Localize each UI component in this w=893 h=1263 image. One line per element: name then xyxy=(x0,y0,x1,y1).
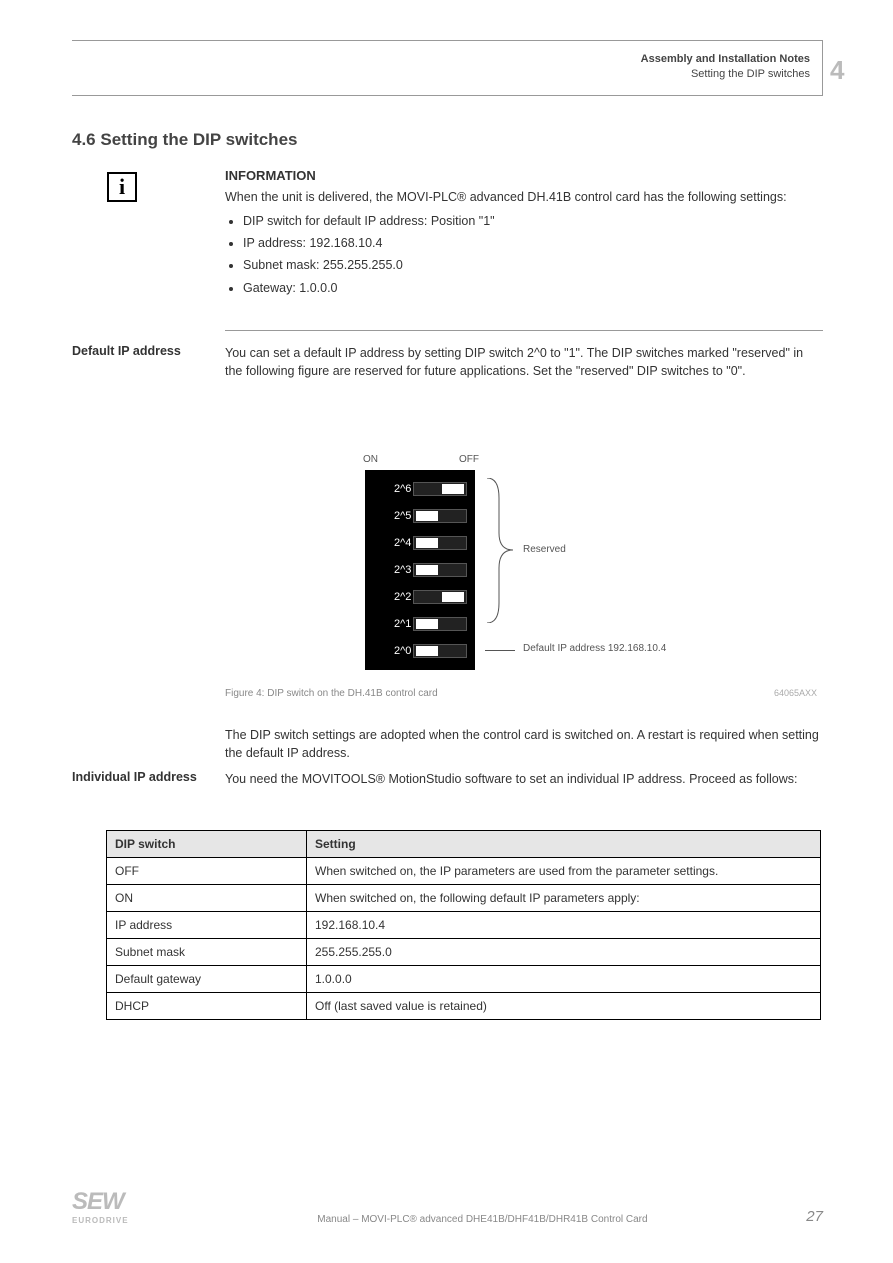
figure-number: 64065AXX xyxy=(774,688,817,698)
information-body: When the unit is delivered, the MOVI-PLC… xyxy=(225,188,821,301)
default-ip-note: The DIP switch settings are adopted when… xyxy=(225,726,821,762)
figure-caption: Figure 4: DIP switch on the DH.41B contr… xyxy=(225,688,438,699)
dip-row: 2^3 xyxy=(373,561,467,579)
table-header: Setting xyxy=(307,831,821,858)
dip-switch xyxy=(413,590,467,604)
dip-row: 2^5 xyxy=(373,507,467,525)
dip-table-container: DIP switch Setting OFFWhen switched on, … xyxy=(106,830,821,1020)
header-rule xyxy=(72,95,823,96)
dip-block: 2^6 2^5 2^4 2^3 2^2 2^1 2^0 xyxy=(365,470,475,670)
info-bullet: DIP switch for default IP address: Posit… xyxy=(243,212,821,230)
dip-row: 2^0 xyxy=(373,642,467,660)
header-line1: Assembly and Installation Notes xyxy=(480,52,810,67)
dip-table: DIP switch Setting OFFWhen switched on, … xyxy=(106,830,821,1020)
page-number: 27 xyxy=(806,1208,823,1225)
page-footer: SEW EURODRIVE Manual – MOVI-PLC® advance… xyxy=(72,1188,823,1225)
tick-line xyxy=(485,650,515,651)
dip-row: 2^6 xyxy=(373,480,467,498)
subsection-heading: 4.6 Setting the DIP switches xyxy=(72,130,297,150)
subsection-rule xyxy=(225,330,823,331)
individual-ip-para: You need the MOVITOOLS® MotionStudio sof… xyxy=(225,770,821,788)
info-icon: i xyxy=(107,172,137,202)
table-row: OFFWhen switched on, the IP parameters a… xyxy=(107,858,821,885)
footer-doc-title: Manual – MOVI-PLC® advanced DHE41B/DHF41… xyxy=(317,1214,647,1225)
dip-row: 2^1 xyxy=(373,615,467,633)
section-number: 4 xyxy=(830,55,844,86)
info-bullet: Subnet mask: 255.255.255.0 xyxy=(243,256,821,274)
header-line2: Setting the DIP switches xyxy=(480,67,810,82)
dip-row: 2^4 xyxy=(373,534,467,552)
table-row: DHCPOff (last saved value is retained) xyxy=(107,993,821,1020)
page-corner-vrule xyxy=(822,40,823,95)
on-label: ON xyxy=(363,454,378,465)
brace-icon xyxy=(485,478,515,623)
information-label: INFORMATION xyxy=(225,168,316,183)
page-top-rule xyxy=(72,40,823,41)
off-label: OFF xyxy=(459,454,479,465)
table-row: ONWhen switched on, the following defaul… xyxy=(107,885,821,912)
dip-switch xyxy=(413,644,467,658)
dip-switch xyxy=(413,509,467,523)
table-row: Default gateway1.0.0.0 xyxy=(107,966,821,993)
page-header: Assembly and Installation Notes Setting … xyxy=(480,52,810,83)
dip-row: 2^2 xyxy=(373,588,467,606)
info-bullets: DIP switch for default IP address: Posit… xyxy=(243,212,821,297)
dip-switch-figure: ON OFF 2^6 2^5 2^4 2^3 2^2 2^1 2^0 Reser… xyxy=(225,430,821,690)
tick-label: Default IP address 192.168.10.4 xyxy=(523,643,666,654)
default-ip-para: You can set a default IP address by sett… xyxy=(225,344,821,380)
table-row: IP address192.168.10.4 xyxy=(107,912,821,939)
individual-ip-heading: Individual IP address xyxy=(72,770,212,784)
brace-label: Reserved xyxy=(523,544,566,555)
info-intro: When the unit is delivered, the MOVI-PLC… xyxy=(225,188,821,206)
info-bullet: IP address: 192.168.10.4 xyxy=(243,234,821,252)
dip-switch xyxy=(413,482,467,496)
default-ip-heading: Default IP address xyxy=(72,344,212,358)
dip-switch xyxy=(413,536,467,550)
table-row: Subnet mask255.255.255.0 xyxy=(107,939,821,966)
table-header: DIP switch xyxy=(107,831,307,858)
sew-logo: SEW EURODRIVE xyxy=(72,1188,129,1225)
info-bullet: Gateway: 1.0.0.0 xyxy=(243,279,821,297)
dip-switch xyxy=(413,563,467,577)
dip-switch xyxy=(413,617,467,631)
table-header-row: DIP switch Setting xyxy=(107,831,821,858)
